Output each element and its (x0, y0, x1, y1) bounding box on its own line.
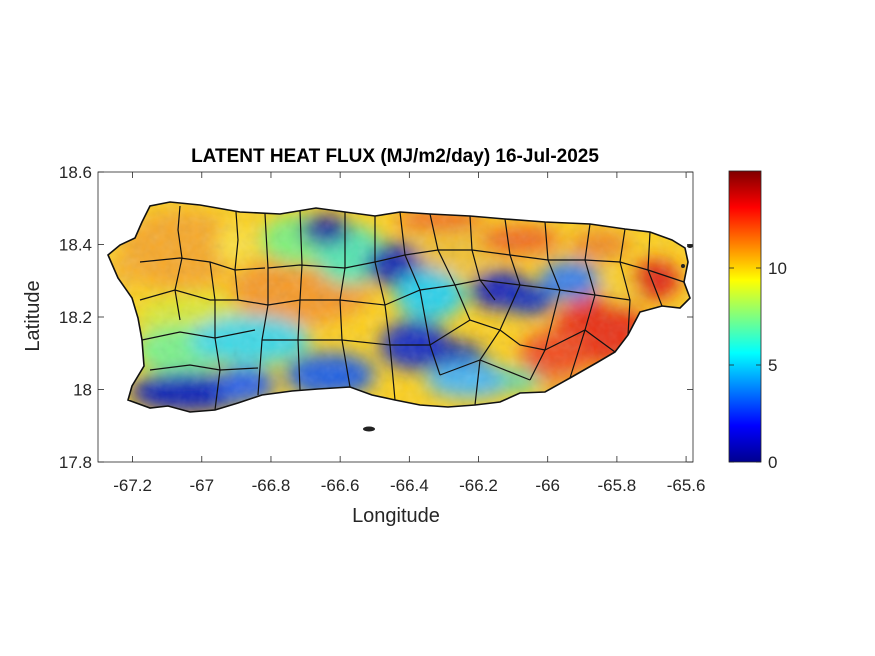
x-tick-label: -65.6 (667, 476, 706, 495)
municipality-boundaries (107, 201, 691, 413)
y-axis-label: Latitude (22, 280, 44, 351)
colorbar-tick-label: 5 (768, 356, 777, 375)
y-tick-label: 18.6 (59, 163, 92, 182)
y-tick-label: 18.2 (59, 308, 92, 327)
x-axis-ticks: -67.2 -67 -66.8 -66.6 -66.4 -66.2 -66 -65.8 -65.… (113, 172, 705, 495)
y-tick-label: 18 (73, 381, 92, 400)
x-tick-label: -67.2 (113, 476, 152, 495)
x-tick-label: -65.8 (598, 476, 637, 495)
y-axis-ticks: 17.8 18 18.2 18.4 18.6 (59, 163, 693, 472)
x-tick-label: -67 (189, 476, 214, 495)
chart-title: LATENT HEAT FLUX (MJ/m2/day) 16-Jul-2025 (191, 146, 599, 167)
x-tick-label: -66 (535, 476, 560, 495)
offshore-islets (363, 244, 693, 432)
x-axis-label: Longitude (352, 505, 440, 527)
x-tick-label: -66.2 (459, 476, 498, 495)
x-tick-label: -66.8 (252, 476, 291, 495)
colorbar (728, 170, 762, 463)
x-tick-label: -66.4 (390, 476, 429, 495)
y-tick-label: 17.8 (59, 453, 92, 472)
colorbar-tick-label: 0 (768, 453, 777, 472)
x-tick-label: -66.6 (321, 476, 360, 495)
colorbar-tick-label: 10 (768, 259, 787, 278)
heat-field (108, 202, 690, 412)
y-tick-label: 18.4 (59, 236, 92, 255)
colorbar-ticks: 0 5 10 (729, 259, 787, 472)
